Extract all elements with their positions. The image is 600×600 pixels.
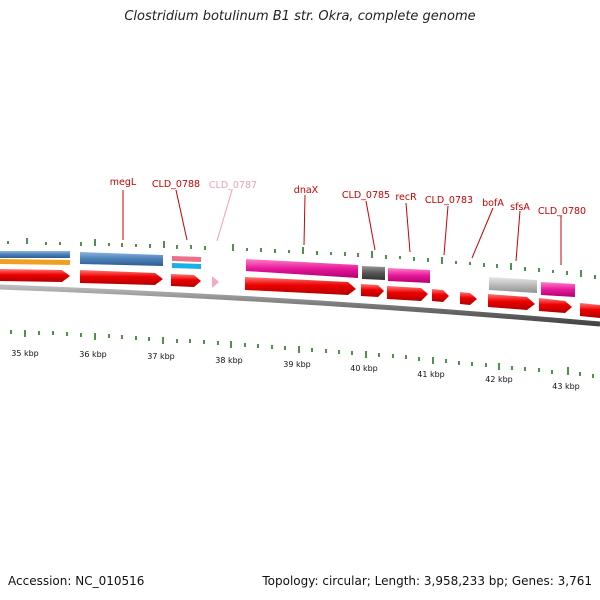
cds-arrow-faint (212, 276, 219, 288)
grey-feature (489, 277, 537, 293)
cds-arrow (0, 269, 70, 282)
blue-feature (0, 251, 70, 258)
kbp-label: 36 kbp (79, 350, 107, 359)
kbp-label: 43 kbp (552, 382, 580, 391)
gene-label-cld-0780: CLD_0780 (538, 206, 586, 217)
gene-label-cld-0783: CLD_0783 (425, 195, 473, 206)
accession-text: Accession: NC_010516 (8, 574, 145, 588)
dark-feature (362, 266, 385, 280)
kbp-scale: 35 kbp 36 kbp 37 kbp 38 kbp 39 kbp 40 kb… (11, 349, 580, 391)
cyan-feature (172, 263, 201, 269)
cds-arrow (460, 292, 477, 305)
cds-arrow (539, 298, 572, 313)
gene-label-cld-0787: CLD_0787 (209, 180, 257, 191)
lower-tick-row (10, 330, 594, 378)
gene-label-cld-0785: CLD_0785 (342, 190, 390, 201)
genome-backbone (0, 284, 600, 327)
gene-label-dnaX: dnaX (294, 185, 319, 196)
gene-label-cld-0788: CLD_0788 (152, 179, 200, 190)
gene-labels: megL CLD_0788 CLD_0787 dnaX CLD_0785 rec… (110, 177, 586, 217)
light-pink-feature (172, 256, 201, 262)
genome-stats-text: Topology: circular; Length: 3,958,233 bp… (262, 574, 592, 588)
cds-arrow (387, 286, 428, 301)
kbp-label: 42 kbp (485, 375, 513, 384)
kbp-label: 39 kbp (283, 360, 311, 369)
kbp-label: 37 kbp (147, 352, 175, 361)
upper-tick-row (7, 238, 596, 279)
cds-arrow (432, 289, 449, 302)
kbp-label: 35 kbp (11, 349, 39, 358)
gene-label-leaders (122, 189, 562, 265)
blue-feature (80, 252, 163, 266)
map-title: Clostridium botulinum B1 str. Okra, comp… (124, 9, 476, 24)
cds-arrow (361, 284, 384, 297)
feature-track (0, 251, 575, 297)
cds-track (0, 269, 600, 318)
pink-feature (541, 282, 575, 297)
gene-label-recR: recR (395, 192, 417, 203)
orange-feature (0, 259, 70, 265)
kbp-label: 41 kbp (417, 370, 445, 379)
pink-feature (246, 259, 358, 278)
kbp-label: 38 kbp (215, 356, 243, 365)
pink-feature (388, 268, 430, 283)
cds-arrow (80, 270, 163, 285)
cds-arrow (580, 303, 600, 318)
gene-label-sfsA: sfsA (510, 202, 530, 213)
kbp-label: 40 kbp (350, 364, 378, 373)
cds-arrow (171, 274, 201, 287)
gene-label-megL: megL (110, 177, 137, 188)
cds-arrow (488, 294, 535, 310)
gene-label-bofA: bofA (482, 198, 504, 209)
cds-arrow (245, 277, 356, 295)
